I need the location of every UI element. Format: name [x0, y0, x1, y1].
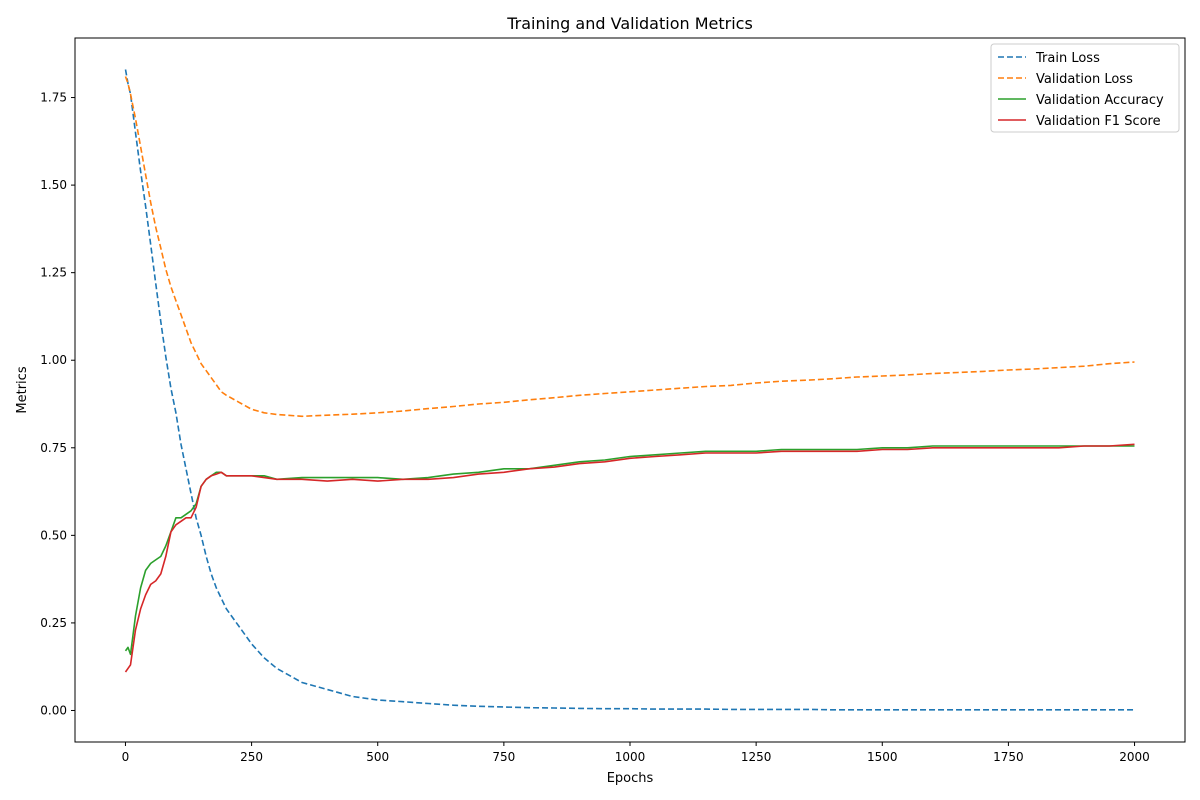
y-tick-label: 1.00 [40, 353, 67, 367]
y-tick-label: 1.25 [40, 266, 67, 280]
legend-items: Train Loss Validation Loss Validation Accu… [998, 51, 1164, 129]
y-tick-label: 0.50 [40, 528, 67, 542]
y-tick-label: 0.75 [40, 441, 67, 455]
x-axis-ticks: 0 250 500 750 1000 1250 1500 1750 2000 [122, 742, 1150, 764]
legend-label: Validation Loss [1036, 72, 1133, 87]
x-tick-label: 250 [240, 750, 263, 764]
x-tick-label: 1250 [741, 750, 772, 764]
x-tick-label: 1750 [993, 750, 1024, 764]
x-axis-title: Epochs [607, 771, 654, 786]
x-tick-label: 2000 [1119, 750, 1150, 764]
x-tick-label: 0 [122, 750, 130, 764]
x-tick-label: 750 [492, 750, 515, 764]
y-tick-label: 0.25 [40, 616, 67, 630]
x-tick-label: 1000 [615, 750, 646, 764]
x-tick-label: 500 [366, 750, 389, 764]
y-tick-label: 0.00 [40, 703, 67, 717]
legend: Train Loss Validation Loss Validation Accu… [990, 43, 1180, 133]
y-axis-ticks: 0.00 0.25 0.50 0.75 1.00 1.25 1.50 1.75 [40, 91, 75, 717]
legend-label: Validation F1 Score [1036, 114, 1161, 129]
series-line-validation-f1-score [124, 443, 1135, 673]
y-tick-label: 1.50 [40, 178, 67, 192]
series-line-validation-loss [124, 76, 1135, 418]
legend-label: Validation Accuracy [1036, 93, 1164, 108]
chart-title: Training and Validation Metrics [506, 14, 753, 33]
x-tick-label: 1500 [867, 750, 898, 764]
y-axis-title: Metrics [15, 366, 30, 413]
legend-label: Train Loss [1035, 51, 1100, 66]
series-layer [124, 69, 1135, 711]
series-line-train-loss [124, 69, 1135, 711]
y-tick-label: 1.75 [40, 91, 67, 105]
legend-box [990, 43, 1180, 133]
plot-frame [74, 37, 1186, 743]
